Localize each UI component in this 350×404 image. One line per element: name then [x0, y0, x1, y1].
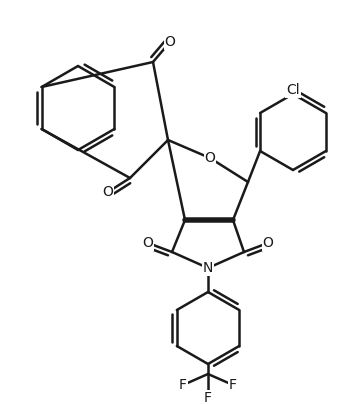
Text: F: F — [204, 391, 212, 404]
Text: F: F — [229, 378, 237, 392]
Text: F: F — [179, 378, 187, 392]
Text: O: O — [204, 151, 216, 165]
Text: O: O — [103, 185, 113, 199]
Text: N: N — [203, 261, 213, 275]
Text: Cl: Cl — [286, 83, 300, 97]
Text: O: O — [164, 35, 175, 49]
Text: O: O — [262, 236, 273, 250]
Text: O: O — [142, 236, 153, 250]
